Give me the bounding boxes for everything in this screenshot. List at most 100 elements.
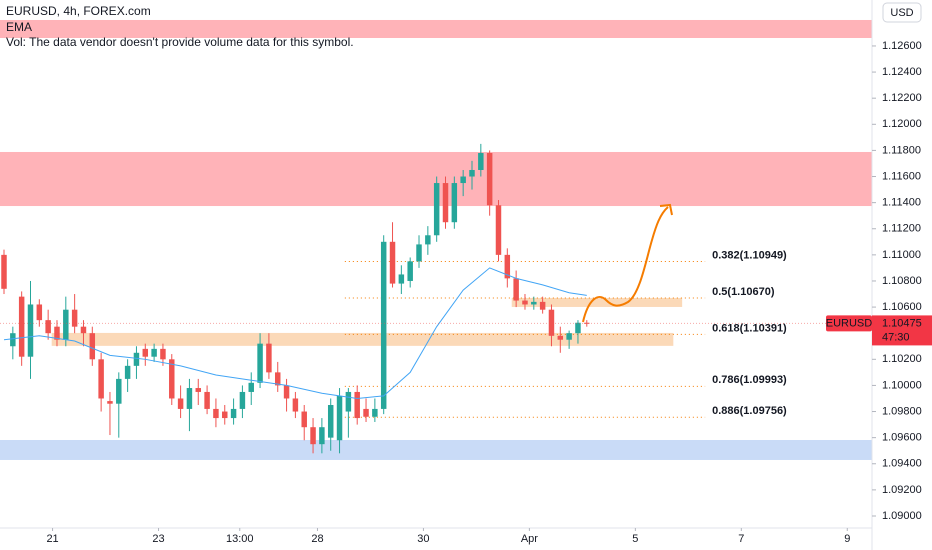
candle-body: [248, 382, 254, 392]
candle-body: [389, 241, 396, 284]
y-tick-label: 1.09200: [882, 484, 922, 496]
axis: 1.09000 1.09200 1.09400 1.09600 1.09800 1.100…: [46, 40, 921, 545]
x-tick-label: 30: [417, 533, 429, 545]
zone: [0, 440, 872, 460]
plot: [0, 143, 872, 454]
symbol-tag: [826, 315, 872, 332]
y-tick-label: 1.09800: [882, 405, 922, 417]
x-tick-label: Apr: [521, 533, 538, 545]
y-tick-label: 1.11800: [882, 144, 921, 156]
candle-body: [71, 309, 78, 327]
x-tick-label: 28: [311, 533, 323, 545]
candle-body: [10, 333, 16, 347]
candle-body: [557, 335, 564, 340]
candle-body: [566, 333, 572, 340]
candle-body: [584, 322, 590, 324]
candle-body: [416, 244, 422, 262]
candle-body: [292, 398, 299, 412]
candle-body: [160, 348, 166, 360]
candle-body: [257, 343, 263, 383]
zone: [0, 19, 872, 38]
candle-body: [425, 235, 431, 245]
price-tag: EURUSD 1.10475 47:30: [826, 315, 932, 346]
currency-button[interactable]: [882, 2, 922, 23]
countdown-label: 47:30: [882, 331, 910, 343]
x-tick-label: 7: [738, 533, 744, 545]
y-tick-label: 1.12000: [882, 118, 922, 130]
candle-body: [372, 408, 378, 417]
candle-body: [301, 411, 307, 428]
candle-body: [36, 304, 43, 321]
fib-label: 0.382(1.10949): [712, 249, 787, 261]
candle-body: [451, 183, 458, 223]
candle-body: [407, 261, 413, 281]
y-tick-label: 1.10600: [882, 301, 922, 313]
candle-body: [319, 427, 325, 445]
zone: [51, 332, 674, 346]
candle-body: [142, 348, 149, 357]
candle-body: [107, 401, 113, 404]
candle-body: [336, 395, 343, 441]
candle-body: [354, 391, 360, 419]
arrow-head: [659, 203, 673, 216]
candle-body: [124, 365, 131, 379]
y-tick-label: 1.10000: [882, 379, 922, 391]
fib-label: 0.618(1.10391): [712, 322, 787, 334]
x-tick-label: 5: [632, 533, 638, 545]
price-tag-label: 1.10475: [882, 317, 922, 329]
candle-body: [548, 309, 555, 336]
candle-body: [274, 372, 281, 386]
candle-body: [575, 322, 581, 334]
candle-body: [522, 300, 528, 305]
candle-body: [469, 169, 475, 177]
x-tick-label: 13:00: [226, 533, 254, 545]
candle-body: [204, 391, 210, 409]
symbol-tag-label: EURUSD: [826, 317, 873, 329]
candle-body: [531, 301, 537, 305]
candle-body: [486, 153, 493, 206]
candle-body: [460, 176, 466, 184]
candle-body: [239, 391, 246, 409]
candle-body: [222, 411, 228, 419]
candle-body: [504, 254, 511, 279]
candle-body: [283, 385, 290, 399]
candle-body: [151, 348, 157, 357]
x-tick-label: 23: [152, 533, 164, 545]
chart-title: EURUSD, 4h, FOREX.com: [6, 4, 151, 18]
x-tick-label: 9: [844, 533, 850, 545]
candle-body: [310, 427, 316, 445]
candle-body: [442, 183, 449, 223]
y-tick-label: 1.10800: [882, 275, 922, 287]
y-tick-label: 1.11400: [882, 197, 921, 209]
candle-body: [433, 183, 440, 236]
candle-body: [116, 378, 122, 404]
fib-label: 0.5(1.10670): [712, 286, 775, 298]
candle-body: [345, 391, 352, 412]
currency-label[interactable]: USD: [890, 7, 913, 19]
ema-line: [3, 267, 587, 399]
y-tick-label: 1.11000: [882, 249, 921, 261]
candle-body: [45, 320, 51, 334]
candle-body: [513, 278, 519, 301]
candle-body: [63, 309, 69, 340]
candle-body: [478, 153, 484, 170]
candle-body: [1, 254, 7, 289]
candle-body: [327, 405, 334, 438]
candle-body: [27, 304, 34, 357]
zone: [511, 297, 683, 307]
y-tick-label: 1.12200: [882, 92, 922, 104]
candle-body: [380, 241, 387, 409]
candle-body: [80, 326, 87, 334]
candle-body: [169, 359, 175, 399]
y-tick-label: 1.10200: [882, 353, 922, 365]
volume-note: Vol: The data vendor doesn't provide vol…: [6, 35, 354, 49]
fib-label: 0.786(1.09993): [712, 374, 787, 386]
y-tick-label: 1.11600: [882, 170, 921, 182]
candle-body: [18, 296, 25, 357]
candle-body: [133, 352, 140, 366]
zones: 0.382(1.10949) 0.5(1.10670) 0.618(1.10391)…: [0, 19, 872, 460]
x-tick-label: 21: [46, 533, 58, 545]
y-tick-label: 1.09400: [882, 458, 922, 470]
